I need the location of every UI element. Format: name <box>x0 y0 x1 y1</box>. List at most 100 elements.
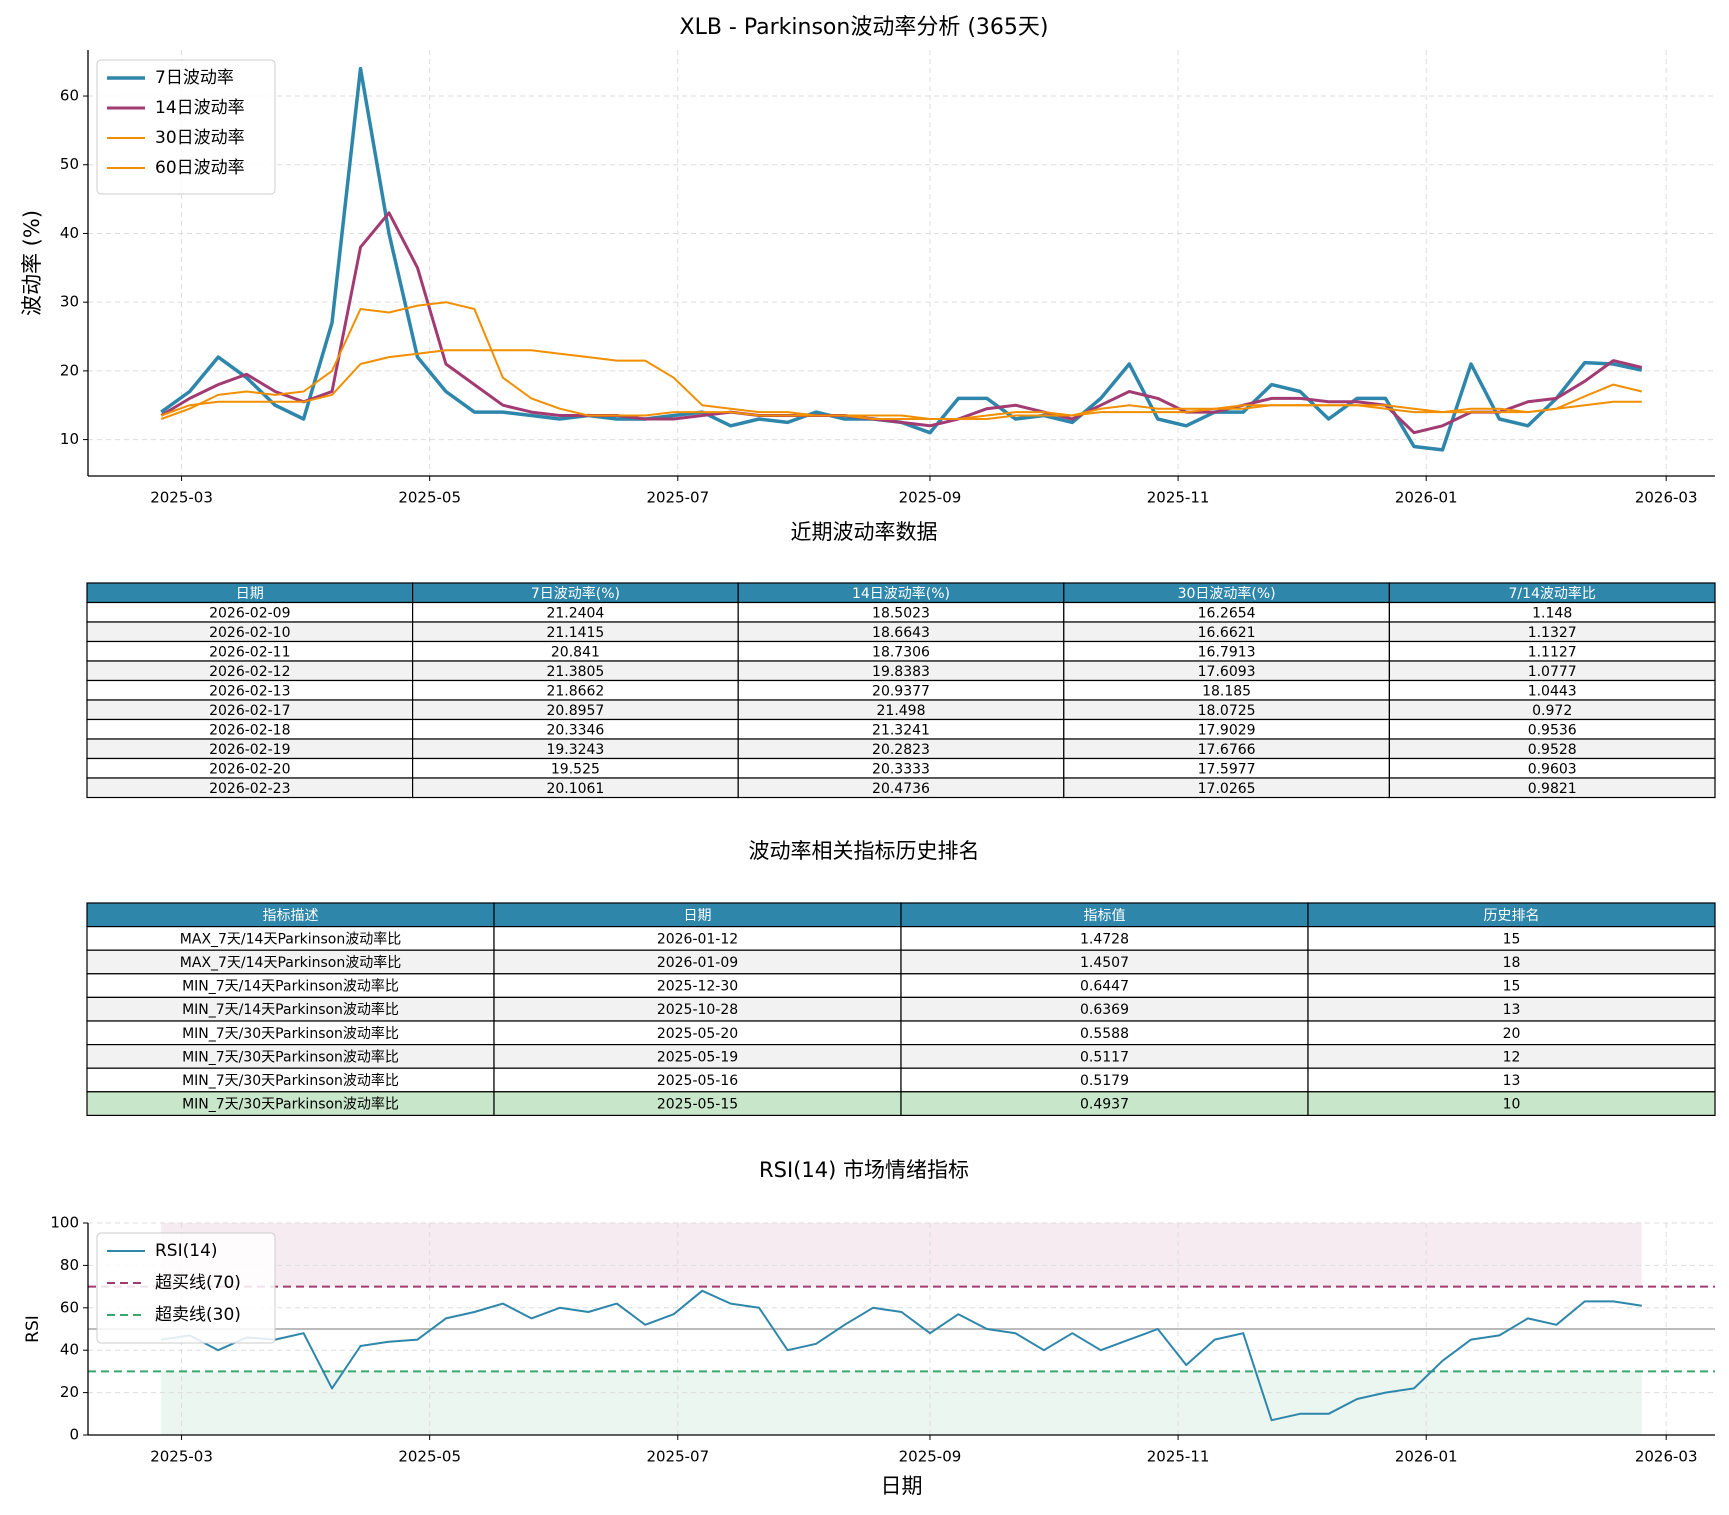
cell-text: 13 <box>1503 1002 1521 1018</box>
legend-label: 60日波动率 <box>155 158 245 178</box>
header-text: 日期 <box>236 586 264 602</box>
cell-text: 2025-05-15 <box>657 1097 738 1113</box>
table-title: 近期波动率数据 <box>791 520 938 544</box>
cell-text: 0.9536 <box>1528 722 1577 738</box>
cell-text: 16.2654 <box>1198 605 1256 621</box>
cell-text: MAX_7天/14天Parkinson波动率比 <box>180 930 401 947</box>
cell-text: 1.0443 <box>1528 683 1577 699</box>
table: 指标描述 日期 指标值 历史排名 MAX_7天/14天Parkinson波动率比 2026… <box>86 902 1716 1117</box>
cell-text: 19.3243 <box>546 742 604 758</box>
cell-text: 18.5023 <box>872 605 930 621</box>
cell-text: 2026-01-09 <box>657 955 738 971</box>
table: 日期 7日波动率(%) 14日波动率(%) 30日波动率(%) 7/14波动率比 2026… <box>86 582 1716 799</box>
legend-label: RSI(14) <box>155 1241 218 1261</box>
y-tick-label: 40 <box>60 224 79 242</box>
cell-text: 21.498 <box>877 703 926 719</box>
cell-text: 2026-02-11 <box>209 644 290 660</box>
cell-text: 0.5588 <box>1080 1026 1129 1042</box>
cell-text: 0.972 <box>1532 703 1572 719</box>
x-tick-label: 2025-05 <box>398 1448 461 1466</box>
legend-label: 超卖线(30) <box>155 1305 241 1325</box>
series-line <box>160 349 1642 420</box>
cell-text: 2025-05-20 <box>657 1026 738 1042</box>
x-tick-label: 2026-01 <box>1395 1448 1458 1466</box>
y-tick-label: 100 <box>50 1214 79 1232</box>
cell-text: 17.9029 <box>1198 722 1256 738</box>
cell-text: 2026-02-20 <box>209 761 290 777</box>
cell-text: 2025-12-30 <box>657 979 738 995</box>
x-tick-label: 2026-01 <box>1395 489 1458 507</box>
x-tick-label: 2025-05 <box>398 489 461 507</box>
cell-text: 0.6369 <box>1080 1002 1129 1018</box>
cell-text: MIN_7天/30天Parkinson波动率比 <box>182 1048 399 1065</box>
cell-text: 1.1327 <box>1528 625 1577 641</box>
legend-label: 30日波动率 <box>155 128 245 148</box>
cell-text: 2026-02-13 <box>209 683 290 699</box>
cell-text: 18 <box>1503 955 1521 971</box>
cell-text: 21.1415 <box>546 625 604 641</box>
cell-text: 16.6621 <box>1198 625 1256 641</box>
cell-text: 1.1127 <box>1528 644 1577 660</box>
series-line <box>160 211 1643 435</box>
cell-text: 15 <box>1503 979 1521 995</box>
cell-text: 20.3346 <box>546 722 604 738</box>
cell-text: MIN_7天/30天Parkinson波动率比 <box>182 1096 399 1113</box>
cell-text: 17.0265 <box>1198 781 1256 797</box>
x-tick-label: 2026-03 <box>1635 1448 1698 1466</box>
y-tick-label: 10 <box>60 430 79 448</box>
y-tick-label: 20 <box>60 1383 79 1401</box>
cell-text: 2026-02-09 <box>209 605 290 621</box>
cell-text: 2026-02-10 <box>209 625 290 641</box>
cell <box>1307 1091 1716 1117</box>
cell-text: 2026-02-18 <box>209 722 290 738</box>
y-tick-label: 60 <box>60 87 79 105</box>
cell <box>1388 777 1716 799</box>
chart-title: XLB - Parkinson波动率分析 (365天) <box>680 15 1049 40</box>
header-text: 指标值 <box>1084 908 1126 924</box>
cell-text: 18.6643 <box>872 625 930 641</box>
header-text: 7/14波动率比 <box>1508 585 1595 602</box>
y-tick-label: 0 <box>69 1426 79 1444</box>
cell-text: 20.3333 <box>872 761 930 777</box>
cell-text: 2025-05-16 <box>657 1073 738 1089</box>
x-tick-label: 2025-03 <box>150 1448 213 1466</box>
cell-text: 0.5179 <box>1080 1073 1129 1089</box>
cell-text: 2025-10-28 <box>657 1002 738 1018</box>
cell-text: 13 <box>1503 1073 1521 1089</box>
cell-text: 20.4736 <box>872 781 930 797</box>
cell-text: 0.9821 <box>1528 781 1577 797</box>
x-tick-label: 2025-09 <box>899 1448 962 1466</box>
cell-text: 18.185 <box>1202 683 1251 699</box>
y-tick-label: 50 <box>60 155 79 173</box>
cell-text: 20.2823 <box>872 742 930 758</box>
header-text: 7日波动率(%) <box>531 585 620 602</box>
cell-text: 12 <box>1503 1049 1521 1065</box>
cell-text: 18.7306 <box>872 644 930 660</box>
cell-text: 1.4728 <box>1080 931 1129 947</box>
series-line <box>161 1289 1642 1422</box>
cell-text: 20.1061 <box>546 781 604 797</box>
x-axis-label: 日期 <box>881 1474 923 1498</box>
cell-text: 0.9528 <box>1528 742 1577 758</box>
legend-box <box>96 1232 276 1344</box>
cell-text: MIN_7天/14天Parkinson波动率比 <box>182 978 399 995</box>
cell-text: MIN_7天/30天Parkinson波动率比 <box>182 1072 399 1089</box>
y-tick-label: 40 <box>60 1341 79 1359</box>
y-tick-label: 80 <box>60 1256 79 1274</box>
cell-text: MAX_7天/14天Parkinson波动率比 <box>180 954 401 971</box>
x-tick-label: 2025-11 <box>1147 489 1210 507</box>
cell-text: 21.3241 <box>872 722 930 738</box>
x-tick-label: 2025-07 <box>646 1448 709 1466</box>
cell-text: 20.841 <box>551 644 600 660</box>
cell-text: 0.6447 <box>1080 979 1129 995</box>
band <box>161 1371 1642 1435</box>
y-tick-label: 30 <box>60 293 79 311</box>
header-text: 指标描述 <box>263 908 319 924</box>
cell-text: 18.0725 <box>1198 703 1256 719</box>
y-axis-label: RSI <box>23 1315 43 1343</box>
chart-title: RSI(14) 市场情绪指标 <box>759 1158 969 1182</box>
series-line <box>160 301 1643 420</box>
table-title: 波动率相关指标历史排名 <box>749 839 980 863</box>
legend-label: 超买线(70) <box>155 1273 241 1293</box>
header-text: 30日波动率(%) <box>1178 585 1276 602</box>
